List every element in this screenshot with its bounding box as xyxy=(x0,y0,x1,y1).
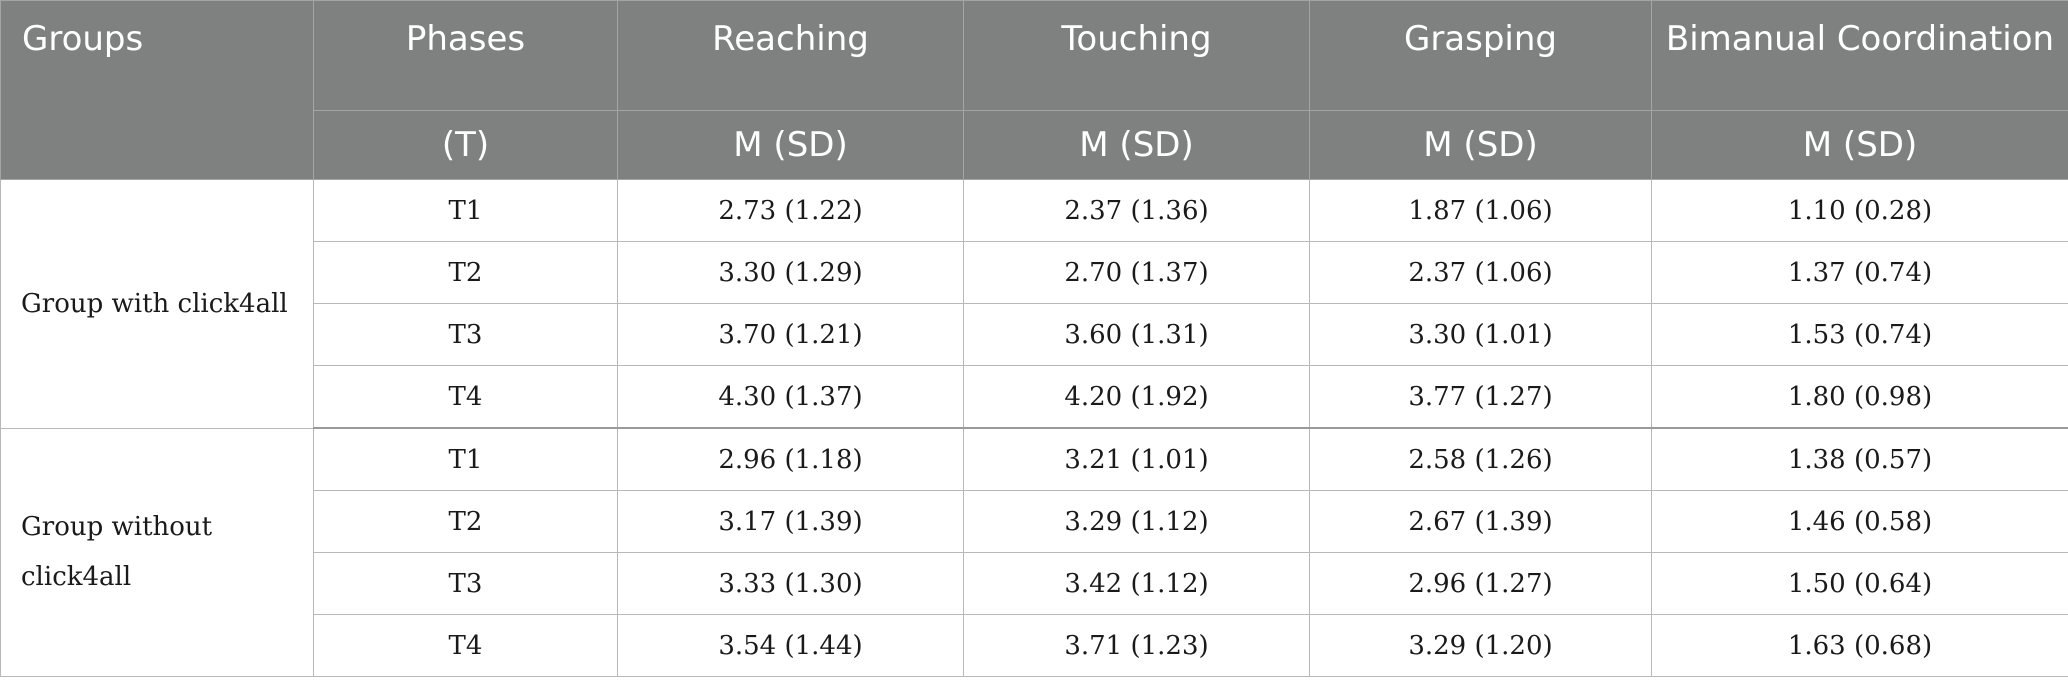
phase-cell: T3 xyxy=(313,303,618,366)
bimanual-cell: 1.80 (0.98) xyxy=(1651,365,2068,429)
reaching-cell: 3.30 (1.29) xyxy=(617,241,964,304)
header-reaching-stat: M (SD) xyxy=(617,110,964,180)
group-label: Group with click4all xyxy=(0,179,314,429)
header-bimanual-stat: M (SD) xyxy=(1651,110,2068,180)
header-phases-unit: (T) xyxy=(313,110,618,180)
grasping-cell: 2.96 (1.27) xyxy=(1309,552,1652,615)
reaching-cell: 2.96 (1.18) xyxy=(617,427,964,491)
phase-cell: T2 xyxy=(313,490,618,553)
header-grasping: Grasping xyxy=(1309,0,1652,111)
table-row: Group without click4all T1 2.96 (1.18) 3… xyxy=(0,427,2068,677)
phase-cell: T1 xyxy=(313,427,618,491)
grasping-cell: 2.58 (1.26) xyxy=(1309,427,1652,491)
grasping-cell: 3.30 (1.01) xyxy=(1309,303,1652,366)
header-grasping-stat: M (SD) xyxy=(1309,110,1652,180)
bimanual-cell: 1.37 (0.74) xyxy=(1651,241,2068,304)
phase-cell: T1 xyxy=(313,179,618,242)
table-row: T4 3.54 (1.44) 3.71 (1.23) 3.29 (1.20) 1… xyxy=(1,614,2068,677)
grasping-cell: 3.77 (1.27) xyxy=(1309,365,1652,429)
reaching-cell: 4.30 (1.37) xyxy=(617,365,964,429)
header-touching-stat: M (SD) xyxy=(963,110,1310,180)
group-label: Group without click4all xyxy=(0,427,314,677)
reaching-cell: 3.33 (1.30) xyxy=(617,552,964,615)
phase-cell: T2 xyxy=(313,241,618,304)
results-table: Groups Phases Reaching Touching Grasping… xyxy=(0,0,2068,677)
header-row: Groups Phases Reaching Touching Grasping… xyxy=(0,0,2068,180)
header-touching: Touching xyxy=(963,0,1310,111)
reaching-cell: 3.70 (1.21) xyxy=(617,303,964,366)
bimanual-cell: 1.53 (0.74) xyxy=(1651,303,2068,366)
table-row: Group with click4all T1 2.73 (1.22) 2.37… xyxy=(0,179,2068,429)
touching-cell: 3.21 (1.01) xyxy=(963,427,1310,491)
bimanual-cell: 1.46 (0.58) xyxy=(1651,490,2068,553)
grasping-cell: 3.29 (1.20) xyxy=(1309,614,1652,677)
grasping-cell: 1.87 (1.06) xyxy=(1309,179,1652,242)
table-row: T3 3.70 (1.21) 3.60 (1.31) 3.30 (1.01) 1… xyxy=(1,303,2068,366)
table-row: T4 4.30 (1.37) 4.20 (1.92) 3.77 (1.27) 1… xyxy=(1,365,2068,429)
header-reaching: Reaching xyxy=(617,0,964,111)
grasping-cell: 2.37 (1.06) xyxy=(1309,241,1652,304)
bimanual-cell: 1.38 (0.57) xyxy=(1651,427,2068,491)
table-row: T3 3.33 (1.30) 3.42 (1.12) 2.96 (1.27) 1… xyxy=(1,552,2068,615)
bimanual-cell: 1.50 (0.64) xyxy=(1651,552,2068,615)
table-body: Group with click4all T1 2.73 (1.22) 2.37… xyxy=(0,179,2068,677)
touching-cell: 3.29 (1.12) xyxy=(963,490,1310,553)
phase-cell: T4 xyxy=(313,614,618,677)
header-groups: Groups xyxy=(0,0,314,180)
touching-cell: 3.71 (1.23) xyxy=(963,614,1310,677)
touching-cell: 4.20 (1.92) xyxy=(963,365,1310,429)
reaching-cell: 3.17 (1.39) xyxy=(617,490,964,553)
bimanual-cell: 1.10 (0.28) xyxy=(1651,179,2068,242)
reaching-cell: 3.54 (1.44) xyxy=(617,614,964,677)
table-header: Groups Phases Reaching Touching Grasping… xyxy=(0,0,2068,180)
header-phases: Phases xyxy=(313,0,618,111)
header-bimanual-coordination: Bimanual Coordination xyxy=(1651,0,2068,111)
header-subrow: (T) M (SD) M (SD) M (SD) M (SD) xyxy=(1,110,2068,180)
bimanual-cell: 1.63 (0.68) xyxy=(1651,614,2068,677)
touching-cell: 3.42 (1.12) xyxy=(963,552,1310,615)
touching-cell: 2.37 (1.36) xyxy=(963,179,1310,242)
table-row: T2 3.17 (1.39) 3.29 (1.12) 2.67 (1.39) 1… xyxy=(1,490,2068,553)
touching-cell: 2.70 (1.37) xyxy=(963,241,1310,304)
phase-cell: T3 xyxy=(313,552,618,615)
touching-cell: 3.60 (1.31) xyxy=(963,303,1310,366)
grasping-cell: 2.67 (1.39) xyxy=(1309,490,1652,553)
reaching-cell: 2.73 (1.22) xyxy=(617,179,964,242)
phase-cell: T4 xyxy=(313,365,618,429)
